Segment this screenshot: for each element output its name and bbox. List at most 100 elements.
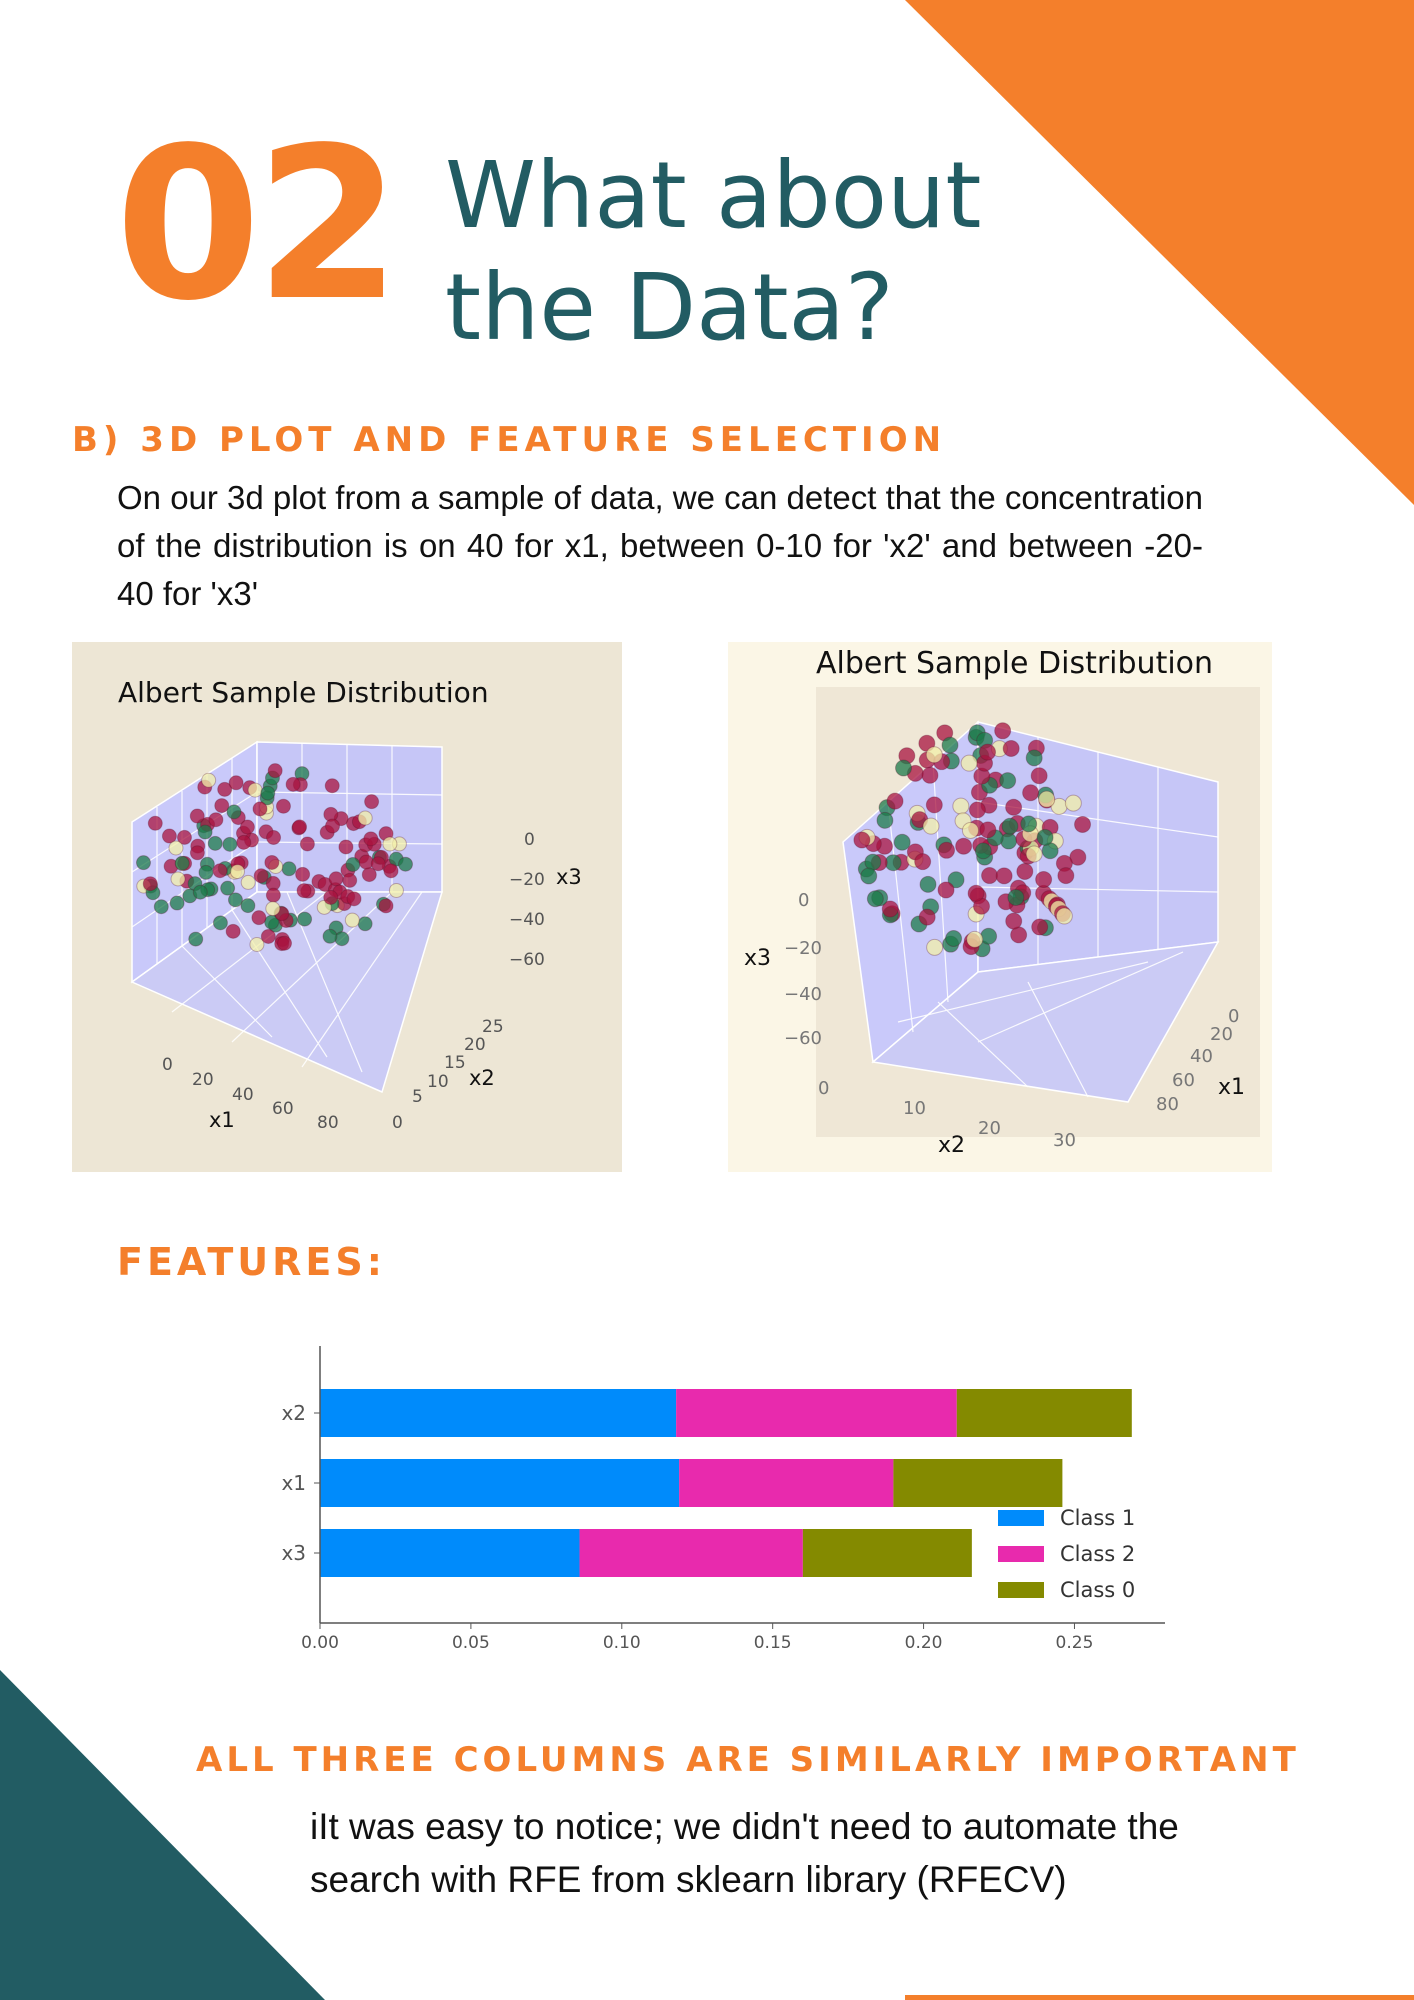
scatter-point — [1030, 767, 1048, 785]
scatter-point — [981, 867, 999, 885]
scatter-point — [153, 899, 169, 915]
scatter-point — [938, 841, 956, 859]
scatter-point — [207, 835, 223, 851]
scatter-point — [328, 871, 344, 887]
scatter-point — [251, 910, 267, 926]
scatter-point — [229, 864, 245, 880]
scatter-point — [921, 766, 939, 784]
page-title: What about the Data? — [445, 142, 982, 361]
scatter-point — [995, 867, 1013, 885]
bar-x1-class-2 — [679, 1459, 894, 1507]
scatter-point — [960, 754, 978, 772]
chart-legend: Class 1 Class 2 Class 0 — [998, 1506, 1135, 1602]
scatter-point — [1055, 907, 1073, 925]
left-plot-title: Albert Sample Distribution — [118, 676, 489, 709]
scatter-point — [147, 815, 163, 831]
y-tick-label: x3 — [281, 1541, 306, 1565]
scatter-point — [189, 808, 205, 824]
scatter-point — [1064, 794, 1082, 812]
scatter-point — [925, 796, 943, 814]
scatter-point — [277, 935, 293, 951]
scatter-point — [192, 884, 208, 900]
scatter-point — [170, 871, 186, 887]
bar-x3-class-1 — [320, 1529, 580, 1577]
scatter-point — [225, 923, 241, 939]
scatter-point — [968, 801, 986, 819]
scatter-point — [999, 772, 1017, 790]
y-tick-label: x2 — [281, 1401, 306, 1425]
scatter-point — [168, 840, 184, 856]
scatter-point — [955, 837, 973, 855]
scatter-point — [357, 916, 373, 932]
scatter-point — [1016, 862, 1034, 880]
features-heading: FEATURES: — [117, 1240, 386, 1284]
scatter-point — [937, 881, 955, 899]
scatter-point — [979, 743, 997, 761]
scatter-point — [226, 804, 242, 820]
scatter-point — [1074, 815, 1092, 833]
scatter-point — [388, 882, 404, 898]
scatter-point — [994, 722, 1012, 740]
scatter-point — [264, 854, 280, 870]
scatter-point — [966, 930, 984, 948]
scatter-point — [926, 938, 944, 956]
ticks-layer: x2 x1 x3 0.00 0.05 0.10 0.15 0.20 0.25 — [281, 1401, 1093, 1653]
x-tick-label: 0.15 — [754, 1633, 792, 1653]
scatter-point — [941, 736, 959, 754]
scatter-point — [208, 812, 224, 828]
scatter-point — [961, 821, 979, 839]
scatter-point — [1002, 739, 1020, 757]
scatter-point — [919, 875, 937, 893]
scatter-point — [323, 889, 339, 905]
scatter-point — [383, 863, 399, 879]
scatter-point — [253, 868, 269, 884]
scatter-point — [176, 829, 192, 845]
section-number: 02 — [115, 102, 401, 347]
scatter-point — [974, 842, 992, 860]
scatter-point — [240, 898, 256, 914]
scatter-point — [295, 866, 311, 882]
scatter-point — [918, 908, 936, 926]
scatter-point — [228, 775, 244, 791]
scatter-point — [886, 792, 904, 810]
scatter-point — [188, 931, 204, 947]
scatter-point — [161, 828, 177, 844]
scatter-point — [260, 928, 276, 944]
right-3d-plot-canvas — [816, 687, 1260, 1137]
scatter-point — [378, 898, 394, 914]
x-tick-label: 0.25 — [1056, 1633, 1094, 1653]
scatter-point — [344, 912, 360, 928]
scatter-point — [979, 821, 997, 839]
x-tick-label: 0.20 — [905, 1633, 943, 1653]
scatter-point — [142, 876, 158, 892]
right-plot-title: Albert Sample Distribution — [816, 646, 1214, 681]
scatter-point — [952, 797, 970, 815]
scatter-point — [325, 818, 341, 834]
scatter-point — [922, 817, 940, 835]
scatter-point — [239, 819, 255, 835]
scatter-point — [357, 810, 373, 826]
scatter-point — [296, 883, 312, 899]
scatter-point — [267, 763, 283, 779]
scatter-point — [1031, 918, 1049, 936]
bar-x2-class-0 — [956, 1389, 1132, 1437]
scatter-point — [1022, 784, 1040, 802]
scatter-point — [322, 928, 338, 944]
scatter-point — [853, 831, 871, 849]
scatter-point — [980, 927, 998, 945]
scatter-point — [324, 778, 340, 794]
bar-x2-class-2 — [676, 1389, 957, 1437]
scatter-point — [947, 871, 965, 889]
scatter-point — [201, 772, 217, 788]
scatter-point — [281, 861, 297, 877]
bar-x2-class-1 — [320, 1389, 677, 1437]
x-tick-label: 0.10 — [603, 1633, 641, 1653]
right-3d-plot: Albert Sample Distribution 0 10 20 30 0 … — [728, 642, 1272, 1172]
scatter-point — [252, 801, 268, 817]
scatter-point — [197, 824, 213, 840]
x-tick-label: 0.05 — [452, 1633, 490, 1653]
scatter-point — [249, 937, 265, 953]
left-scatter-points — [135, 763, 413, 953]
